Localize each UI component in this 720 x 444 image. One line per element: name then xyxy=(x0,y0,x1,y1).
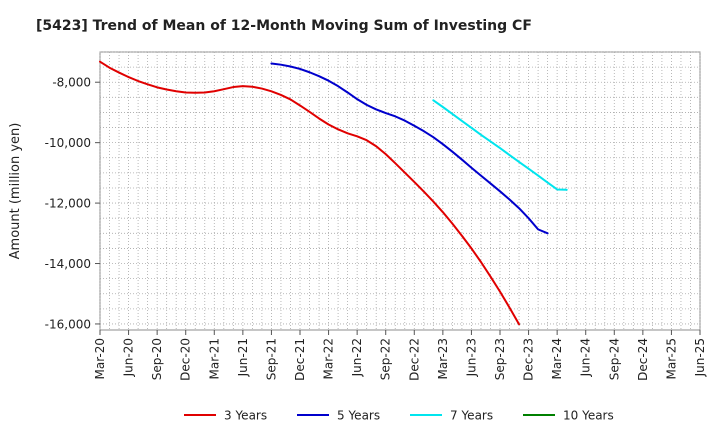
x-tick-label: Jun-25 xyxy=(693,338,707,377)
x-tick-label: Jun-21 xyxy=(236,338,250,377)
x-tick-label: Dec-23 xyxy=(522,338,536,381)
x-axis: Mar-20 Jun-20 Sep-20 Dec-20 Mar-21 Jun-21 Sep-… xyxy=(93,330,707,381)
x-tick-label: Sep-23 xyxy=(493,338,507,380)
x-tick-label: Sep-22 xyxy=(379,338,393,380)
x-tick-label: Dec-24 xyxy=(636,338,650,381)
x-tick-label: Sep-20 xyxy=(150,338,164,380)
x-tick-label: Mar-24 xyxy=(550,338,564,379)
x-tick-label: Mar-25 xyxy=(664,338,678,379)
x-tick-label: Dec-21 xyxy=(293,338,307,381)
x-tick-label: Mar-23 xyxy=(436,338,450,379)
legend-label: 10 Years xyxy=(563,409,614,423)
x-tick-label: Mar-22 xyxy=(322,338,336,379)
x-tick-label: Sep-21 xyxy=(264,338,278,380)
y-tick-label: -10,000 xyxy=(45,136,91,150)
series-line-5-years xyxy=(270,62,549,235)
y-axis: -8,000 -10,000 -12,000 -14,000 -16,000 xyxy=(45,76,100,331)
x-tick-label: Mar-21 xyxy=(207,338,221,379)
y-axis-label: Amount (million yen) xyxy=(8,123,23,260)
x-tick-label: Jun-23 xyxy=(464,338,478,377)
x-tick-label: Jun-24 xyxy=(579,338,593,377)
legend: 3 Years 5 Years 7 Years 10 Years xyxy=(184,409,614,423)
x-tick-label: Dec-22 xyxy=(407,338,421,381)
legend-label: 7 Years xyxy=(450,409,493,423)
series-line-7-years xyxy=(432,99,568,191)
series-line-3-years xyxy=(99,60,521,326)
chart-title: [5423] Trend of Mean of 12-Month Moving … xyxy=(36,18,532,34)
x-tick-label: Jun-20 xyxy=(122,338,136,377)
x-tick-label: Mar-20 xyxy=(93,338,107,379)
y-tick-label: -8,000 xyxy=(52,76,91,90)
x-tick-label: Dec-20 xyxy=(179,338,193,381)
y-tick-label: -14,000 xyxy=(45,257,91,271)
x-tick-label: Sep-24 xyxy=(607,338,621,380)
legend-label: 3 Years xyxy=(224,409,267,423)
plot-area xyxy=(99,51,701,331)
series-layer xyxy=(99,60,568,326)
y-tick-label: -16,000 xyxy=(45,317,91,331)
x-tick-label: Jun-22 xyxy=(350,338,364,377)
y-tick-label: -12,000 xyxy=(45,197,91,211)
legend-label: 5 Years xyxy=(337,409,380,423)
